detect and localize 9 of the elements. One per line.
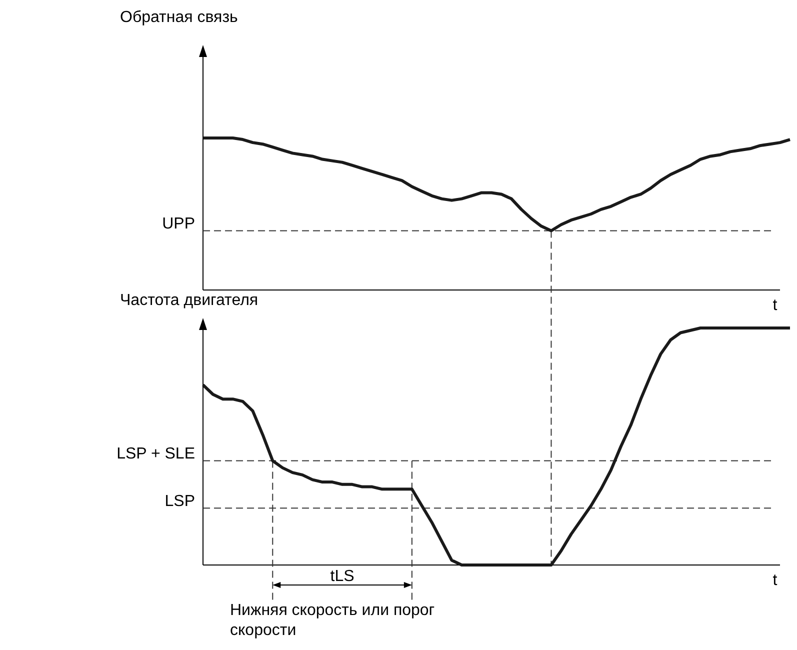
x-axis-title: t <box>772 297 778 314</box>
y-axis-title: Частота двигателя <box>120 292 258 309</box>
ref-line-label: LSP <box>164 493 195 510</box>
ref-line-label: UPP <box>162 216 195 233</box>
text: tLS <box>330 568 354 585</box>
ref-line-label: LSP + SLE <box>116 446 195 463</box>
text: Нижняя скорость или порог скорости <box>230 602 435 639</box>
y-axis-title: Обратная связь <box>120 9 238 26</box>
x-axis-title: t <box>772 572 778 589</box>
